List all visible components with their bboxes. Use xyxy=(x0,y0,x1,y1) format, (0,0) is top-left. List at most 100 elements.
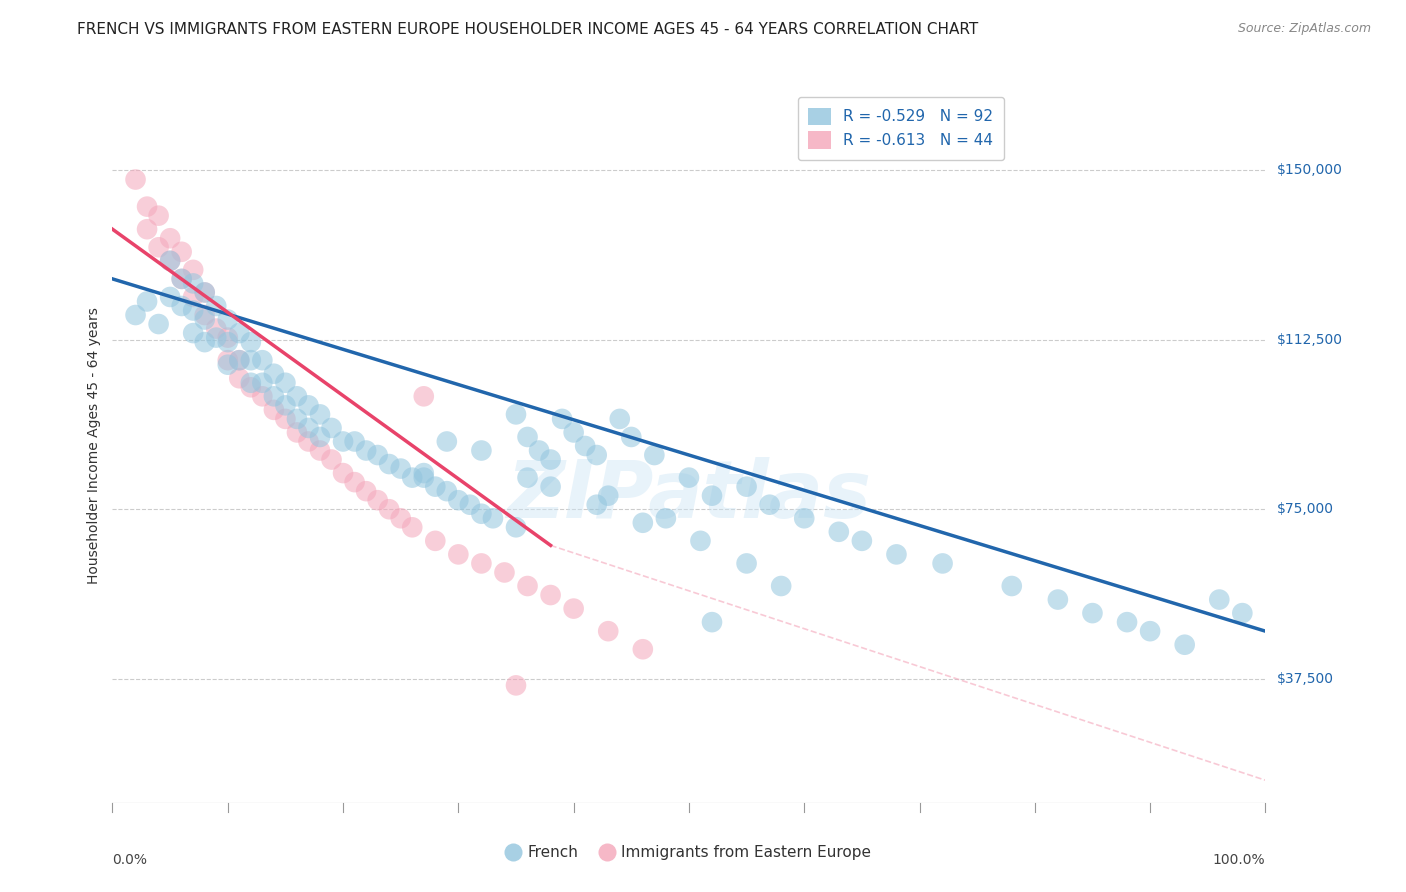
Point xyxy=(194,308,217,322)
Point xyxy=(516,430,538,444)
Point xyxy=(620,430,643,444)
Point xyxy=(332,466,354,480)
Point xyxy=(343,475,366,490)
Point xyxy=(1081,606,1104,620)
Point xyxy=(274,376,297,390)
Point xyxy=(252,376,274,390)
Point xyxy=(285,425,308,440)
Point xyxy=(412,466,434,480)
Point xyxy=(228,353,250,368)
Point xyxy=(574,439,596,453)
Point xyxy=(1232,606,1254,620)
Text: ZIPatlas: ZIPatlas xyxy=(506,457,872,535)
Point xyxy=(540,588,562,602)
Point xyxy=(148,209,170,223)
Point xyxy=(170,272,193,286)
Point xyxy=(793,511,815,525)
Point xyxy=(505,408,527,422)
Text: 100.0%: 100.0% xyxy=(1213,853,1265,867)
Point xyxy=(516,470,538,484)
Point xyxy=(482,511,505,525)
Point xyxy=(136,222,159,236)
Point xyxy=(401,520,423,534)
Y-axis label: Householder Income Ages 45 - 64 years: Householder Income Ages 45 - 64 years xyxy=(87,308,101,584)
Point xyxy=(136,294,159,309)
Point xyxy=(285,389,308,403)
Point xyxy=(412,470,434,484)
Point xyxy=(217,335,239,350)
Point xyxy=(354,443,377,458)
Point xyxy=(1174,638,1197,652)
Point xyxy=(170,272,193,286)
Point xyxy=(321,421,343,435)
Point xyxy=(343,434,366,449)
Point xyxy=(562,601,585,615)
Point xyxy=(851,533,873,548)
Point xyxy=(321,452,343,467)
Point xyxy=(1208,592,1230,607)
Point xyxy=(447,493,470,508)
Point xyxy=(263,367,285,381)
Point xyxy=(332,434,354,449)
Point xyxy=(274,398,297,412)
Text: $37,500: $37,500 xyxy=(1277,672,1333,686)
Point xyxy=(239,353,262,368)
Point xyxy=(828,524,851,539)
Point xyxy=(263,402,285,417)
Point xyxy=(516,579,538,593)
Point xyxy=(239,376,262,390)
Legend: French, Immigrants from Eastern Europe: French, Immigrants from Eastern Europe xyxy=(501,839,877,866)
Point xyxy=(631,642,654,657)
Point xyxy=(181,277,204,291)
Point xyxy=(631,516,654,530)
Point xyxy=(217,312,239,326)
Point xyxy=(148,317,170,331)
Point xyxy=(527,443,550,458)
Point xyxy=(170,299,193,313)
Point xyxy=(252,389,274,403)
Point xyxy=(1139,624,1161,639)
Point xyxy=(470,443,492,458)
Point xyxy=(228,326,250,340)
Point xyxy=(205,299,228,313)
Point xyxy=(159,253,181,268)
Point xyxy=(217,330,239,344)
Point xyxy=(181,303,204,318)
Point xyxy=(458,498,481,512)
Point xyxy=(136,200,159,214)
Point xyxy=(401,470,423,484)
Point xyxy=(447,548,470,562)
Point xyxy=(678,470,700,484)
Text: 0.0%: 0.0% xyxy=(112,853,148,867)
Point xyxy=(505,678,527,692)
Point xyxy=(470,507,492,521)
Point xyxy=(297,434,319,449)
Point xyxy=(1001,579,1024,593)
Point xyxy=(354,484,377,499)
Point xyxy=(412,389,434,403)
Point xyxy=(540,452,562,467)
Point xyxy=(285,412,308,426)
Point xyxy=(378,502,401,516)
Point xyxy=(159,290,181,304)
Point xyxy=(689,533,711,548)
Point xyxy=(494,566,516,580)
Point xyxy=(598,489,620,503)
Point xyxy=(228,371,250,385)
Point xyxy=(758,498,780,512)
Point xyxy=(297,421,319,435)
Point xyxy=(274,412,297,426)
Point xyxy=(217,353,239,368)
Point xyxy=(205,321,228,335)
Point xyxy=(643,448,665,462)
Point xyxy=(194,335,217,350)
Point xyxy=(309,408,332,422)
Point xyxy=(770,579,793,593)
Point xyxy=(609,412,631,426)
Point xyxy=(159,231,181,245)
Point xyxy=(309,443,332,458)
Point xyxy=(170,244,193,259)
Point xyxy=(551,412,574,426)
Point xyxy=(124,172,146,186)
Point xyxy=(181,263,204,277)
